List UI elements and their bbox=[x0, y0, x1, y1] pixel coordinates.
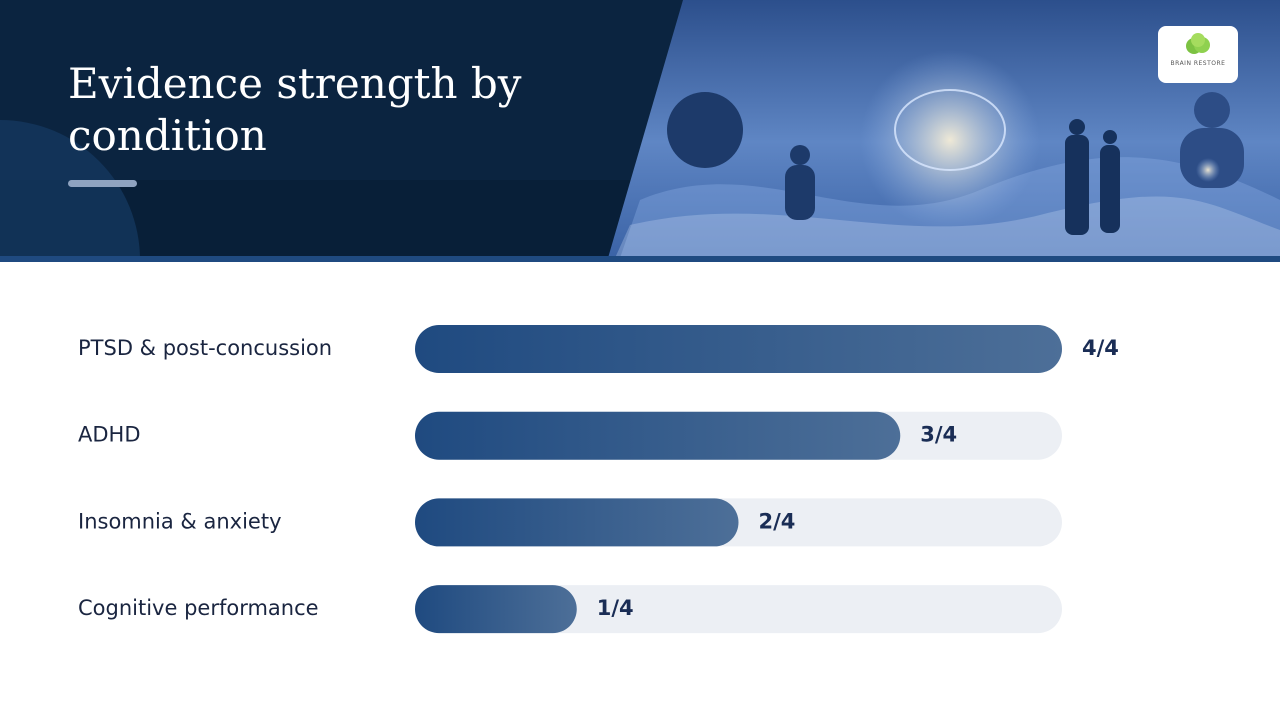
header-banner bbox=[0, 0, 1280, 262]
value-label: 4/4 bbox=[1082, 336, 1119, 360]
bar bbox=[415, 411, 901, 460]
category-label: PTSD & post-concussion bbox=[78, 336, 332, 360]
logo: BRAIN RESTORE bbox=[1158, 26, 1238, 83]
category-label: Insomnia & anxiety bbox=[78, 509, 282, 533]
bar bbox=[415, 585, 577, 634]
value-label: 1/4 bbox=[597, 596, 634, 620]
logo-icon bbox=[1186, 33, 1210, 54]
bar bbox=[415, 498, 739, 547]
value-label: 2/4 bbox=[759, 509, 796, 533]
category-label: ADHD bbox=[78, 423, 141, 447]
value-label: 3/4 bbox=[920, 423, 957, 447]
category-label: Cognitive performance bbox=[78, 596, 319, 620]
logo-text: BRAIN RESTORE bbox=[1170, 60, 1226, 67]
bar-track bbox=[415, 585, 1062, 634]
title-underline bbox=[68, 180, 137, 187]
chart: PTSD & post-concussion 4/4 ADHD 3/4 Insomnia… bbox=[78, 325, 1119, 634]
chart-title: Evidence strength by condition bbox=[68, 59, 522, 160]
bar bbox=[415, 325, 1062, 373]
